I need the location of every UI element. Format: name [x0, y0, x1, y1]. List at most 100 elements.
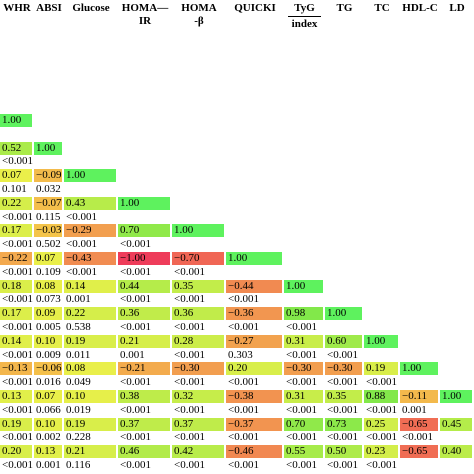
- r-cell: 0.40: [440, 445, 472, 459]
- r-cell: −0.03: [34, 224, 62, 238]
- p-cell: <0.001: [327, 376, 358, 389]
- r-cell: 1.00: [118, 196, 170, 210]
- p-cell: 0.009: [36, 348, 61, 361]
- column-header: Glucose: [64, 2, 118, 15]
- p-cell: 0.002: [36, 431, 61, 444]
- p-cell: 0.101: [2, 183, 27, 195]
- p-cell: <0.001: [2, 238, 33, 251]
- r-cell: −0.06: [34, 362, 62, 376]
- r-cell: 0.37: [118, 417, 170, 431]
- r-cell: 0.19: [364, 362, 398, 376]
- r-cell: −0.65: [400, 417, 438, 431]
- header-line: Glucose: [72, 2, 110, 14]
- p-cell: <0.001: [2, 265, 33, 278]
- p-cell: <0.001: [2, 348, 33, 361]
- p-cell: <0.001: [120, 459, 151, 471]
- column-header: LD: [440, 2, 474, 15]
- p-cell: <0.001: [120, 321, 151, 333]
- r-cell: −0.13: [0, 362, 32, 376]
- r-cell: −0.22: [0, 252, 32, 265]
- p-cell: <0.001: [120, 265, 151, 278]
- p-cell: <0.001: [120, 238, 151, 251]
- p-cell: 0.502: [36, 238, 61, 251]
- r-cell: 0.45: [440, 417, 472, 431]
- r-cell: 0.10: [34, 417, 62, 431]
- p-cell: <0.001: [174, 431, 205, 444]
- r-cell: 0.22: [64, 307, 116, 321]
- r-cell: 0.44: [118, 279, 170, 293]
- p-cell: <0.001: [174, 459, 205, 471]
- r-cell: 0.31: [284, 390, 323, 403]
- p-cell: 0.001: [402, 403, 427, 416]
- header-line: IR: [138, 15, 152, 27]
- r-cell: −0.30: [172, 362, 224, 376]
- header-line: HOMA: [181, 2, 217, 14]
- r-cell: 0.20: [0, 445, 32, 459]
- p-cell: <0.001: [366, 459, 397, 471]
- r-cell: 0.10: [64, 390, 116, 403]
- header-line: LD: [449, 2, 465, 14]
- p-cell: 0.538: [66, 321, 91, 333]
- header-line: QUICKI: [234, 2, 276, 14]
- p-cell: <0.001: [327, 348, 358, 361]
- p-cell: <0.001: [120, 293, 151, 306]
- r-cell: −0.65: [400, 445, 438, 459]
- p-cell: 0.303: [228, 348, 253, 361]
- p-cell: <0.001: [286, 348, 317, 361]
- r-cell: 0.10: [34, 334, 62, 348]
- r-cell: 0.98: [284, 307, 323, 321]
- column-header: TG: [325, 2, 364, 15]
- r-cell: 0.22: [0, 196, 32, 210]
- p-cell: <0.001: [66, 210, 97, 223]
- header-line: ABSI: [36, 2, 62, 14]
- r-cell: 1.00: [0, 114, 32, 127]
- r-cell: 1.00: [284, 279, 323, 293]
- p-cell: <0.001: [286, 376, 317, 389]
- p-cell: 0.016: [36, 376, 61, 389]
- p-cell: <0.001: [327, 403, 358, 416]
- r-cell: 1.00: [440, 390, 472, 403]
- p-cell: <0.001: [228, 293, 259, 306]
- r-cell: −1.00: [118, 252, 170, 265]
- p-cell: <0.001: [120, 403, 151, 416]
- r-cell: 0.42: [172, 445, 224, 459]
- header-line: TG: [336, 2, 353, 14]
- p-cell: 0.228: [66, 431, 91, 444]
- r-cell: 0.13: [0, 390, 32, 403]
- r-cell: 0.37: [172, 417, 224, 431]
- column-header: HOMA -β: [172, 2, 226, 28]
- header-line: WHR: [3, 2, 31, 14]
- p-cell: <0.001: [2, 459, 33, 471]
- p-cell: 0.073: [36, 293, 61, 306]
- r-cell: −0.30: [325, 362, 362, 376]
- p-cell: <0.001: [174, 265, 205, 278]
- header-line: HDL-C: [402, 2, 438, 14]
- p-cell: <0.001: [228, 376, 259, 389]
- r-cell: 1.00: [226, 252, 282, 265]
- p-cell: <0.001: [327, 431, 358, 444]
- r-cell: −0.38: [226, 390, 282, 403]
- p-cell: <0.001: [286, 459, 317, 471]
- r-cell: −0.11: [400, 390, 438, 403]
- r-cell: −0.46: [226, 445, 282, 459]
- p-cell: <0.001: [174, 376, 205, 389]
- column-header: QUICKI: [226, 2, 284, 15]
- r-cell: 0.09: [34, 307, 62, 321]
- p-cell: 0.115: [36, 210, 61, 223]
- r-cell: −0.21: [118, 362, 170, 376]
- p-cell: <0.001: [327, 459, 358, 471]
- p-cell: <0.001: [66, 238, 97, 251]
- p-cell: <0.001: [120, 431, 151, 444]
- p-cell: <0.001: [174, 348, 205, 361]
- p-cell: <0.001: [174, 321, 205, 333]
- r-cell: −0.27: [226, 334, 282, 348]
- r-cell: 0.21: [118, 334, 170, 348]
- p-cell: 0.116: [66, 459, 91, 471]
- r-cell: 0.35: [172, 279, 224, 293]
- r-cell: −0.09: [34, 169, 62, 183]
- p-cell: <0.001: [2, 210, 33, 223]
- r-cell: 1.00: [364, 334, 398, 348]
- p-cell: 0.049: [66, 376, 91, 389]
- p-cell: <0.001: [402, 431, 433, 444]
